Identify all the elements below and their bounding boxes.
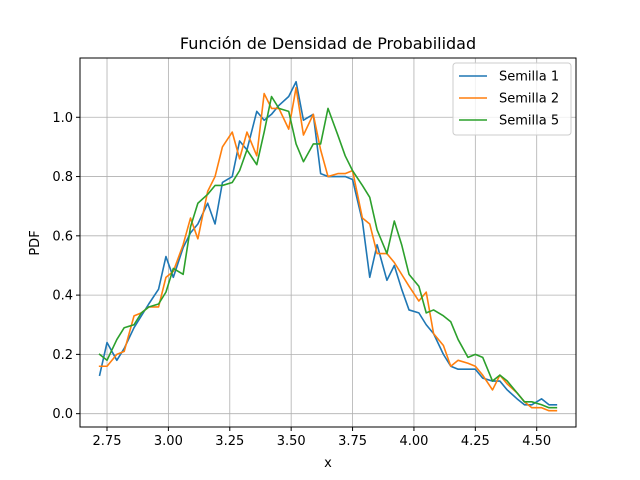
legend: Semilla 1 Semilla 2 Semilla 5 bbox=[452, 62, 572, 136]
y-tick-label: 0.6 bbox=[52, 229, 73, 244]
x-tick-label: 3.00 bbox=[154, 434, 183, 449]
x-tick-label: 4.00 bbox=[399, 434, 428, 449]
series-line-2 bbox=[98, 86, 558, 412]
chart-title: Función de Densidad de Probabilidad bbox=[180, 34, 476, 53]
y-axis-ticks: 0.0 0.2 0.4 0.6 0.8 1.0 bbox=[52, 111, 80, 422]
x-tick-label: 4.50 bbox=[522, 434, 551, 449]
x-tick-label: 2.75 bbox=[93, 434, 122, 449]
legend-label-3: Semilla 5 bbox=[499, 114, 559, 129]
plot-frame bbox=[79, 57, 577, 428]
x-tick-label: 4.25 bbox=[461, 434, 490, 449]
y-tick-label: 1.0 bbox=[52, 111, 73, 126]
legend-label-1: Semilla 1 bbox=[499, 70, 559, 85]
x-axis-ticks: 2.75 3.00 3.25 3.50 3.75 4.00 4.25 4.50 bbox=[93, 427, 551, 449]
legend-box bbox=[452, 62, 572, 136]
y-tick-label: 0.0 bbox=[52, 407, 73, 422]
x-tick-label: 3.75 bbox=[338, 434, 367, 449]
x-axis-label: x bbox=[324, 456, 332, 471]
x-tick-label: 3.25 bbox=[215, 434, 244, 449]
y-axis-label: PDF bbox=[28, 230, 43, 255]
x-tick-label: 3.50 bbox=[277, 434, 306, 449]
series-layer bbox=[98, 80, 558, 412]
series-line-3 bbox=[98, 95, 558, 409]
y-tick-label: 0.8 bbox=[52, 170, 73, 185]
y-tick-label: 0.2 bbox=[52, 348, 73, 363]
legend-label-2: Semilla 2 bbox=[499, 92, 559, 107]
y-tick-label: 0.4 bbox=[52, 289, 73, 304]
